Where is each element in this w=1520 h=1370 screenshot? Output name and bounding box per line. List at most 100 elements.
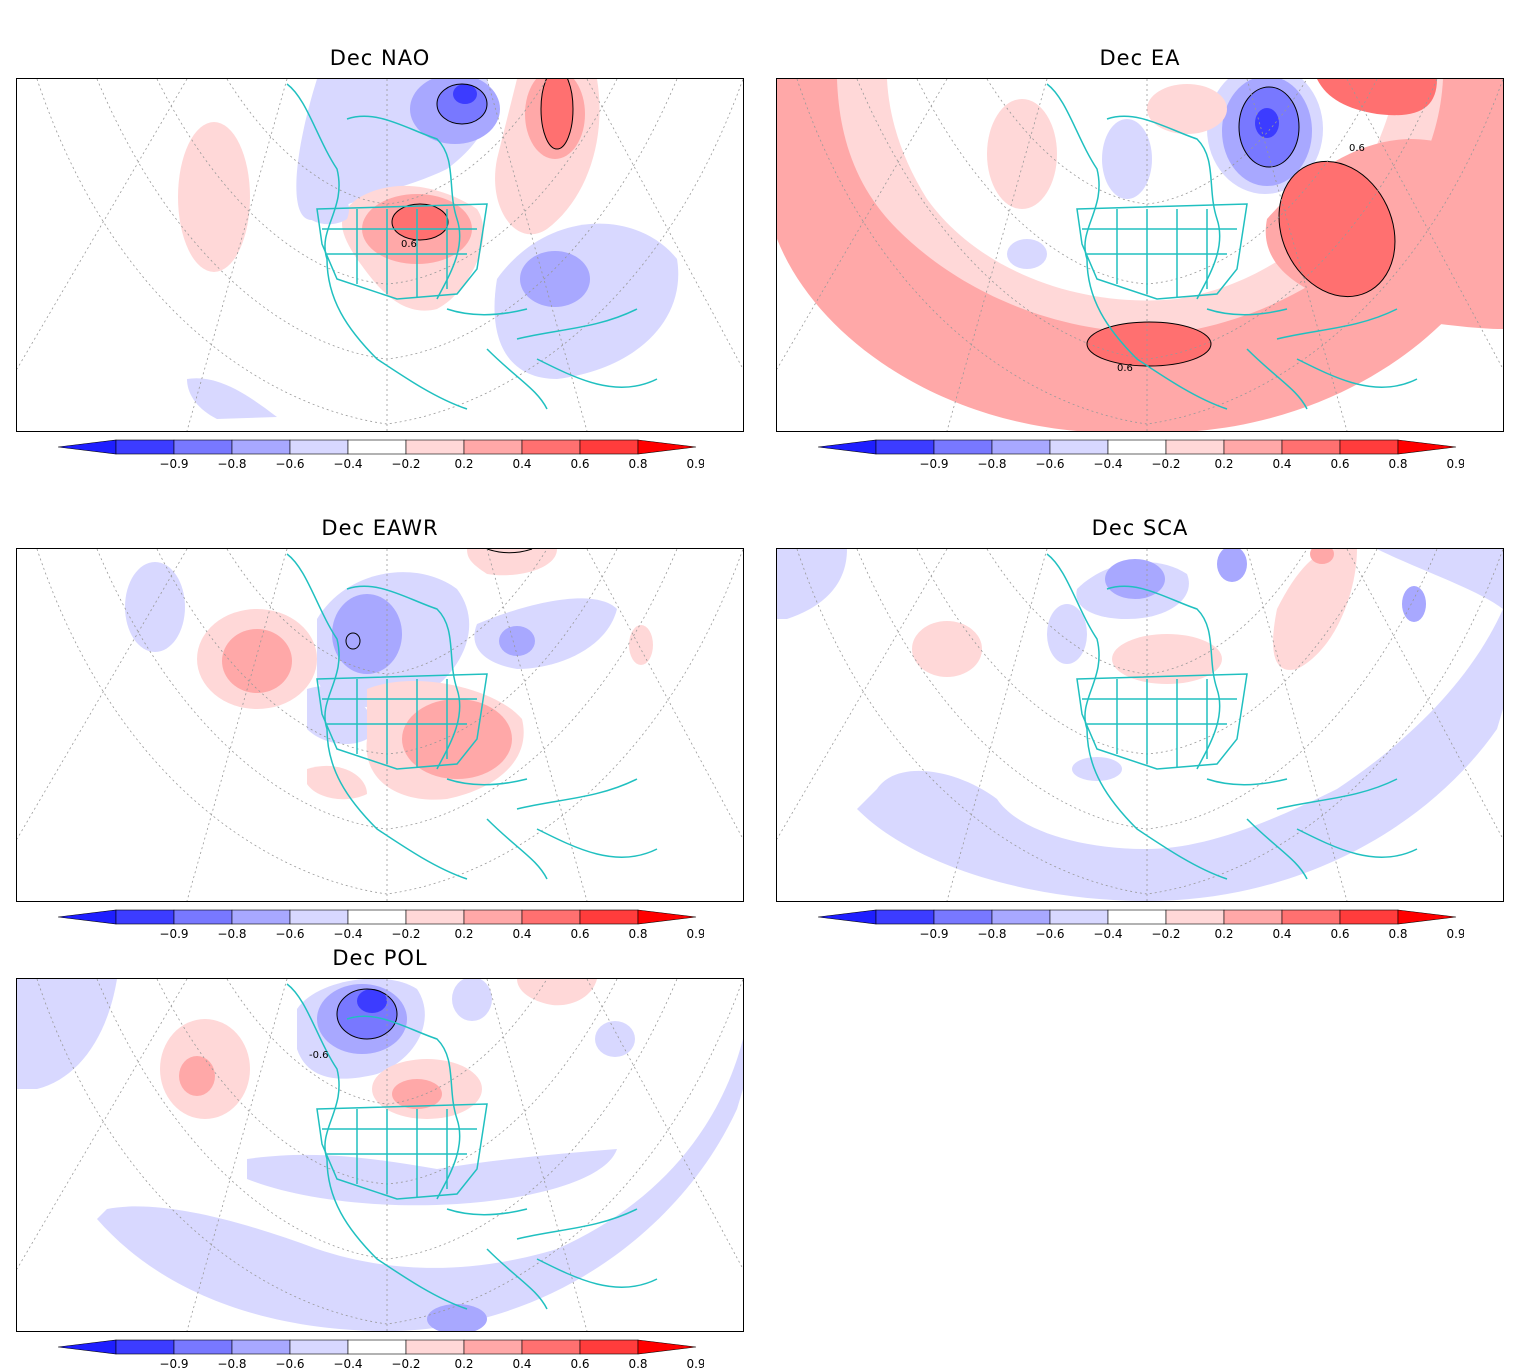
colorbar-segment	[347, 439, 407, 455]
colorbar-tick-label: −0.2	[391, 1357, 420, 1370]
coastlines-eawr	[286, 553, 658, 880]
colorbar-left-arrow	[58, 1339, 117, 1355]
colorbar-tick-label: −0.9	[159, 1357, 188, 1370]
colorbar-tick-label: 0.8	[628, 927, 647, 941]
colorbar-segment	[933, 909, 993, 925]
contours-nao	[391, 79, 574, 241]
colorbar-segment	[875, 909, 935, 925]
colorbar-tick-label: 0.9	[686, 927, 704, 941]
colorbar-tick-label: −0.8	[217, 457, 246, 471]
coastlines-nao	[286, 83, 658, 410]
colorbar-tick-label: −0.2	[391, 457, 420, 471]
colorbar-segment	[231, 909, 291, 925]
coastlines-ea	[1046, 83, 1418, 410]
colorbar-segment	[405, 439, 465, 455]
colorbar-tick-label: 0.2	[1214, 457, 1233, 471]
colorbar-eawr: −0.9 −0.8 −0.6 −0.4 −0.2 0.2 0.4 0.6 0.8 0.9	[58, 909, 704, 941]
colorbar-segment	[115, 439, 175, 455]
colorbar-segment	[521, 909, 581, 925]
colorbar-right-arrow	[637, 909, 697, 925]
colorbar-left-arrow	[58, 909, 117, 925]
colorbar-tick-label: −0.9	[159, 927, 188, 941]
colorbar-segment	[1223, 439, 1283, 455]
colorbar-sca: −0.9 −0.8 −0.6 −0.4 −0.2 0.2 0.4 0.6 0.8 0.9	[818, 909, 1464, 941]
map-eawr	[16, 548, 744, 902]
colorbar-segment	[173, 909, 233, 925]
colorbar-nao: −0.9 −0.8 −0.6 −0.4 −0.2 0.2 0.4 0.6 0.8 0.9	[58, 439, 704, 471]
colorbar-tick-label: 0.4	[1272, 927, 1291, 941]
map-pol: -0.6	[16, 978, 744, 1332]
colorbar-segment	[933, 439, 993, 455]
contour-label-pol: -0.6	[309, 1050, 329, 1061]
colorbar-segment	[1281, 439, 1341, 455]
colorbar-tick-label: −0.6	[275, 1357, 304, 1370]
colorbar-pol: −0.9 −0.8 −0.6 −0.4 −0.2 0.2 0.4 0.6 0.8 0.9	[58, 1339, 704, 1370]
colorbar-tick-label: −0.2	[1151, 457, 1180, 471]
colorbar-tick-label: 0.2	[454, 457, 473, 471]
colorbar-segment	[231, 439, 291, 455]
colorbar-tick-label: −0.8	[217, 927, 246, 941]
colorbar-tick-label: 0.9	[1446, 457, 1464, 471]
colorbar-segment	[463, 909, 523, 925]
colorbar-segment	[463, 439, 523, 455]
panel-title-sca: Dec SCA	[1091, 516, 1189, 540]
colorbar-segment	[1165, 439, 1225, 455]
colorbar-tick-label: 0.8	[1388, 457, 1407, 471]
colorbar-tick-label: −0.6	[1035, 927, 1064, 941]
colorbar-tick-label: 0.6	[570, 927, 589, 941]
colorbar-tick-label: −0.6	[1035, 457, 1064, 471]
colorbar-tick-label: 0.8	[628, 1357, 647, 1370]
colorbar-tick-label: 0.4	[512, 1357, 531, 1370]
contour-label-nao: 0.6	[401, 239, 417, 250]
shading-sca	[777, 549, 1503, 901]
colorbar-segment	[579, 439, 639, 455]
colorbar-tick-label: −0.4	[333, 1357, 362, 1370]
panel-title-eawr: Dec EAWR	[321, 516, 439, 540]
colorbar-segment	[579, 1339, 639, 1355]
colorbar-tick-label: 0.8	[1388, 927, 1407, 941]
colorbar-segment	[289, 439, 349, 455]
colorbar-segment	[231, 1339, 291, 1355]
colorbar-tick-label: 0.6	[570, 1357, 589, 1370]
coastlines-pol	[286, 983, 658, 1310]
colorbar-segment	[1281, 909, 1341, 925]
colorbar-tick-label: 0.2	[1214, 927, 1233, 941]
colorbar-tick-label: 0.8	[628, 457, 647, 471]
colorbar-segment	[991, 439, 1051, 455]
shading-pol	[17, 979, 743, 1331]
colorbar-tick-label: −0.6	[275, 457, 304, 471]
colorbar-segment	[1339, 439, 1399, 455]
colorbar-tick-label: −0.8	[977, 927, 1006, 941]
colorbar-segment	[1223, 909, 1283, 925]
colorbar-segment	[347, 1339, 407, 1355]
colorbar-tick-label: 0.9	[686, 1357, 704, 1370]
shading-ea	[777, 79, 1503, 431]
colorbar-tick-label: 0.4	[512, 457, 531, 471]
contour-label-ea-2: 0.6	[1117, 363, 1133, 374]
map-sca	[776, 548, 1504, 902]
colorbar-segment	[1107, 439, 1167, 455]
colorbar-segment	[347, 909, 407, 925]
colorbar-segment	[405, 909, 465, 925]
colorbar-segment	[1049, 909, 1109, 925]
colorbar-segment	[1339, 909, 1399, 925]
colorbar-right-arrow	[1397, 439, 1457, 455]
shading-nao	[178, 79, 679, 419]
colorbar-tick-label: −0.4	[1093, 457, 1122, 471]
colorbar-tick-label: 0.6	[1330, 457, 1349, 471]
colorbar-tick-label: −0.8	[217, 1357, 246, 1370]
colorbar-segment	[521, 1339, 581, 1355]
colorbar-segment	[579, 909, 639, 925]
colorbar-tick-label: −0.4	[333, 457, 362, 471]
colorbar-segment	[115, 909, 175, 925]
colorbar-right-arrow	[637, 439, 697, 455]
colorbar-tick-label: −0.9	[159, 457, 188, 471]
colorbar-segment	[173, 439, 233, 455]
colorbar-ea: −0.9 −0.8 −0.6 −0.4 −0.2 0.2 0.4 0.6 0.8 0.9	[818, 439, 1464, 471]
map-nao: 0.6	[16, 78, 744, 432]
panel-title-pol: Dec POL	[332, 946, 428, 970]
contour-label-ea-1: 0.6	[1349, 143, 1365, 154]
contours-pol	[336, 988, 398, 1040]
contours-ea	[1086, 86, 1396, 367]
colorbar-segment	[1049, 439, 1109, 455]
